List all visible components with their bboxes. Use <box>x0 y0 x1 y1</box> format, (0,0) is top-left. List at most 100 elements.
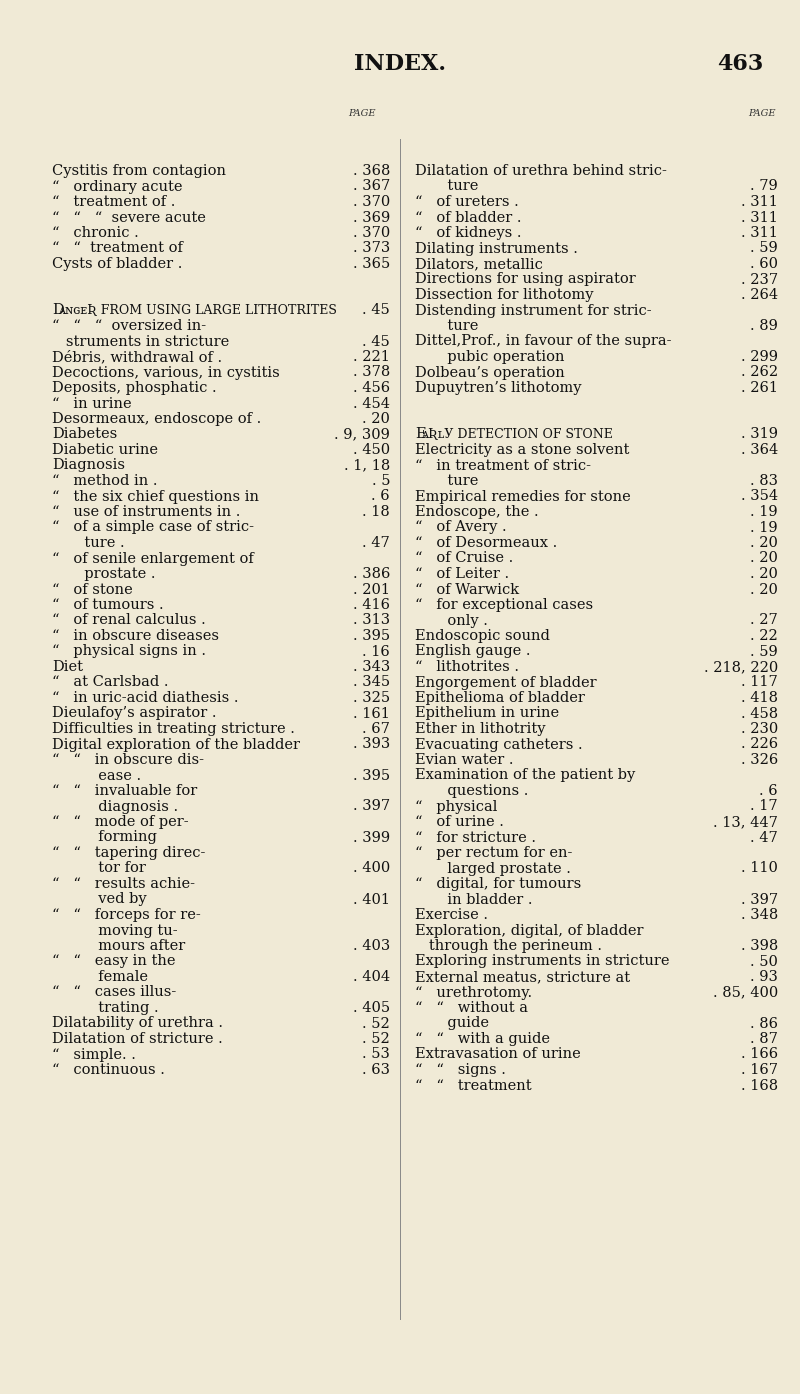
Text: . 1, 18: . 1, 18 <box>344 459 390 473</box>
Text: “   of Warwick: “ of Warwick <box>415 583 519 597</box>
Text: . 369: . 369 <box>353 210 390 224</box>
Text: . 395: . 395 <box>353 629 390 643</box>
Text: . 397: . 397 <box>741 892 778 906</box>
Text: “   of bladder .: “ of bladder . <box>415 210 522 224</box>
Text: . 404: . 404 <box>353 970 390 984</box>
Text: . 19: . 19 <box>750 520 778 534</box>
Text: Distending instrument for stric-: Distending instrument for stric- <box>415 304 652 318</box>
Text: “   for exceptional cases: “ for exceptional cases <box>415 598 593 612</box>
Text: Diabetic urine: Diabetic urine <box>52 443 158 457</box>
Text: ved by: ved by <box>52 892 146 906</box>
Text: . 367: . 367 <box>353 180 390 194</box>
Text: “   for stricture .: “ for stricture . <box>415 831 536 845</box>
Text: . 45: . 45 <box>362 304 390 318</box>
Text: . 319: . 319 <box>741 428 778 442</box>
Text: . 378: . 378 <box>353 365 390 379</box>
Text: “   simple. .: “ simple. . <box>52 1047 136 1061</box>
Text: “   of Leiter .: “ of Leiter . <box>415 567 509 581</box>
Text: . 230: . 230 <box>741 722 778 736</box>
Text: . 161: . 161 <box>353 707 390 721</box>
Text: “   per rectum for en-: “ per rectum for en- <box>415 846 572 860</box>
Text: . 6: . 6 <box>371 489 390 503</box>
Text: . 365: . 365 <box>353 256 390 270</box>
Text: “   “   with a guide: “ “ with a guide <box>415 1032 550 1046</box>
Text: pubic operation: pubic operation <box>415 350 565 364</box>
Text: “   “   signs .: “ “ signs . <box>415 1064 506 1078</box>
Text: “   of senile enlargement of: “ of senile enlargement of <box>52 552 254 566</box>
Text: Dilators, metallic: Dilators, metallic <box>415 256 543 270</box>
Text: “   in treatment of stric-: “ in treatment of stric- <box>415 459 591 473</box>
Text: . 313: . 313 <box>353 613 390 627</box>
Text: . 87: . 87 <box>750 1032 778 1046</box>
Text: . 416: . 416 <box>353 598 390 612</box>
Text: Digital exploration of the bladder: Digital exploration of the bladder <box>52 737 300 751</box>
Text: . 67: . 67 <box>362 722 390 736</box>
Text: “   urethrotomy.: “ urethrotomy. <box>415 986 532 999</box>
Text: . 52: . 52 <box>362 1016 390 1030</box>
Text: Endoscopic sound: Endoscopic sound <box>415 629 550 643</box>
Text: . 368: . 368 <box>353 164 390 178</box>
Text: . 117: . 117 <box>742 676 778 690</box>
Text: . 110: . 110 <box>741 861 778 875</box>
Text: only .: only . <box>415 613 488 627</box>
Text: . 16: . 16 <box>362 644 390 658</box>
Text: . 59: . 59 <box>750 644 778 658</box>
Text: . 226: . 226 <box>741 737 778 751</box>
Text: . 264: . 264 <box>741 289 778 302</box>
Text: . 19: . 19 <box>750 505 778 519</box>
Text: . 311: . 311 <box>741 226 778 240</box>
Text: “   “   cases illus-: “ “ cases illus- <box>52 986 176 999</box>
Text: . 60: . 60 <box>750 256 778 270</box>
Text: External meatus, stricture at: External meatus, stricture at <box>415 970 630 984</box>
Text: PAGE: PAGE <box>349 110 376 118</box>
Text: Empirical remedies for stone: Empirical remedies for stone <box>415 489 630 503</box>
Text: . 311: . 311 <box>741 195 778 209</box>
Text: Dupuytren’s lithotomy: Dupuytren’s lithotomy <box>415 381 582 395</box>
Text: “   of kidneys .: “ of kidneys . <box>415 226 522 240</box>
Text: Extravasation of urine: Extravasation of urine <box>415 1047 581 1061</box>
Text: . 325: . 325 <box>353 691 390 705</box>
Text: “   “   treatment: “ “ treatment <box>415 1079 532 1093</box>
Text: . 89: . 89 <box>750 319 778 333</box>
Text: Difficulties in treating stricture .: Difficulties in treating stricture . <box>52 722 295 736</box>
Text: . 59: . 59 <box>750 241 778 255</box>
Text: “   “   easy in the: “ “ easy in the <box>52 955 175 969</box>
Text: “   “   in obscure dis-: “ “ in obscure dis- <box>52 753 204 767</box>
Text: Endoscope, the .: Endoscope, the . <box>415 505 538 519</box>
Text: Deposits, phosphatic .: Deposits, phosphatic . <box>52 381 217 395</box>
Text: . 454: . 454 <box>353 396 390 410</box>
Text: . 52: . 52 <box>362 1032 390 1046</box>
Text: “   “   mode of per-: “ “ mode of per- <box>52 815 189 829</box>
Text: “   physical signs in .: “ physical signs in . <box>52 644 206 658</box>
Text: “   at Carlsbad .: “ at Carlsbad . <box>52 676 169 690</box>
Text: E: E <box>415 428 426 442</box>
Text: . 261: . 261 <box>741 381 778 395</box>
Text: . 401: . 401 <box>353 892 390 906</box>
Text: Epithelioma of bladder: Epithelioma of bladder <box>415 691 585 705</box>
Text: . 85, 400: . 85, 400 <box>713 986 778 999</box>
Text: Dolbeau’s operation: Dolbeau’s operation <box>415 365 565 379</box>
Text: . 299: . 299 <box>741 350 778 364</box>
Text: Electricity as a stone solvent: Electricity as a stone solvent <box>415 443 630 457</box>
Text: “   lithotrites .: “ lithotrites . <box>415 659 519 675</box>
Text: . 201: . 201 <box>353 583 390 597</box>
Text: 463: 463 <box>717 53 763 75</box>
Text: “   of renal calculus .: “ of renal calculus . <box>52 613 206 627</box>
Text: INDEX.: INDEX. <box>354 53 446 75</box>
Text: . 9, 309: . 9, 309 <box>334 428 390 442</box>
Text: . 370: . 370 <box>353 226 390 240</box>
Text: . 345: . 345 <box>353 676 390 690</box>
Text: ture .: ture . <box>52 537 125 551</box>
Text: . 395: . 395 <box>353 768 390 782</box>
Text: Dittel,Prof., in favour of the supra-: Dittel,Prof., in favour of the supra- <box>415 335 671 348</box>
Text: “   of a simple case of stric-: “ of a simple case of stric- <box>52 520 254 534</box>
Text: . 398: . 398 <box>741 940 778 953</box>
Text: “   “   without a: “ “ without a <box>415 1001 528 1015</box>
Text: “   use of instruments in .: “ use of instruments in . <box>52 505 240 519</box>
Text: guide: guide <box>415 1016 489 1030</box>
Text: ease .: ease . <box>52 768 141 782</box>
Text: Débris, withdrawal of .: Débris, withdrawal of . <box>52 350 222 364</box>
Text: struments in stricture: struments in stricture <box>52 335 230 348</box>
Text: Ether in lithotrity: Ether in lithotrity <box>415 722 546 736</box>
Text: . 5: . 5 <box>371 474 390 488</box>
